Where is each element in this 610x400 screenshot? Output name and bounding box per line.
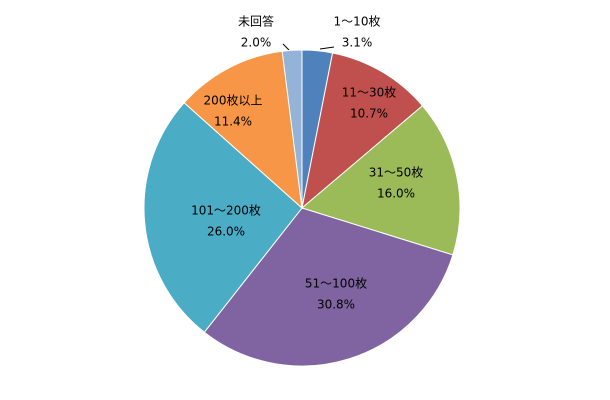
value-label: 26.0%: [207, 225, 245, 239]
pie-slice: [300, 105, 461, 256]
slice-label: 101～200枚: [191, 203, 261, 218]
slice-label: 未回答: [238, 14, 274, 29]
value-label: 11.4%: [214, 115, 252, 129]
slice-label: 51～100枚: [305, 276, 367, 291]
leader-line: [282, 43, 290, 51]
value-label: 10.7%: [350, 107, 388, 121]
slice-label: 200枚以上: [204, 93, 263, 108]
slice-label: 31～50枚: [369, 165, 424, 180]
slice-label: 11～30枚: [342, 85, 397, 100]
slice-label: 1～10枚: [334, 14, 381, 29]
value-label: 30.8%: [317, 298, 355, 312]
pie-slice: [301, 52, 424, 210]
value-label: 2.0%: [241, 36, 272, 50]
pie-slice: [281, 49, 303, 209]
value-label: 3.1%: [342, 36, 373, 50]
pie-slice: [203, 207, 454, 367]
pie-slice: [143, 102, 303, 333]
pie-slice: [183, 50, 303, 210]
value-label: 16.0%: [377, 187, 415, 201]
leader-line: [319, 46, 335, 50]
